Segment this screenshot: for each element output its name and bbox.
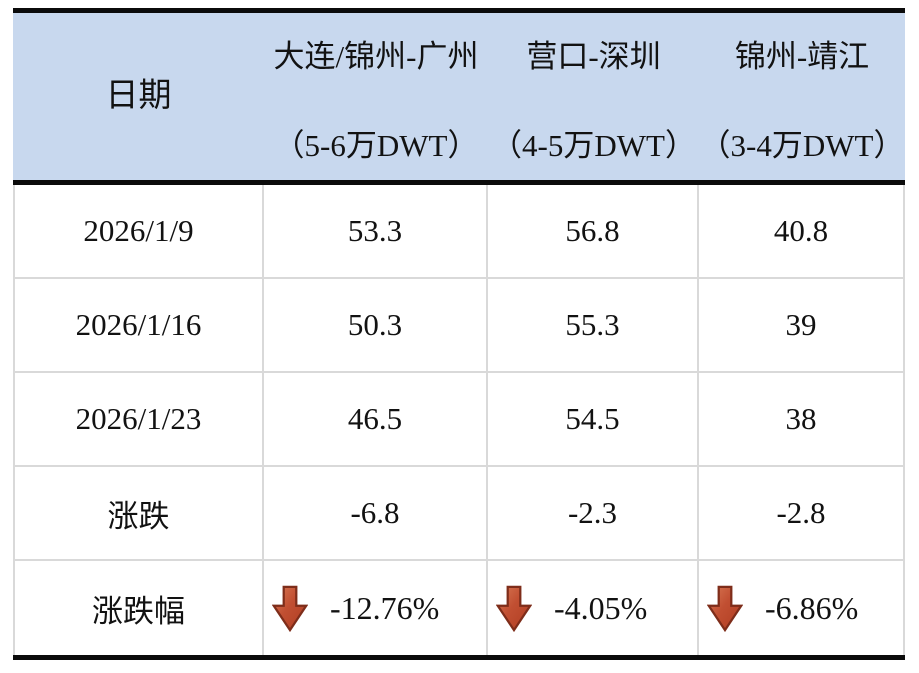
change-value: -2.8 xyxy=(776,495,826,530)
change-percent-value: -4.05% xyxy=(554,589,648,626)
row-label: 2026/1/16 xyxy=(15,279,264,371)
header-date-label: 日期 xyxy=(105,78,172,115)
rate-value: 53.3 xyxy=(264,185,488,277)
rate-value: 39 xyxy=(785,307,817,342)
header-cell-route-dalian-guangzhou: 大连/锦州-广州 （5-6万DWT） xyxy=(264,13,488,180)
header-cell-date: 日期 xyxy=(13,13,264,180)
rate-value: 54.5 xyxy=(488,373,699,465)
table-body: 2026/1/9 53.3 56.8 40.8 2026/1/16 50.3 5… xyxy=(13,185,905,655)
down-arrow-icon xyxy=(272,585,308,632)
change-percent-value: -12.76% xyxy=(330,589,440,626)
rate-value: 40.8 xyxy=(773,213,829,248)
freight-rate-table: 日期 大连/锦州-广州 （5-6万DWT） 营口-深圳 （4-5万DWT） 锦州… xyxy=(13,8,905,660)
row-label: 2026/1/9 xyxy=(15,185,264,277)
row-label: 2026/1/23 xyxy=(15,373,264,465)
route-name: 锦州-靖江 xyxy=(734,39,870,74)
table-row-date-1: 2026/1/9 53.3 56.8 40.8 xyxy=(15,185,903,279)
change-value: -2.3 xyxy=(488,467,699,559)
table-row-date-2: 2026/1/16 50.3 55.3 39 xyxy=(15,279,903,373)
down-arrow-icon xyxy=(707,585,743,632)
route-dwt-range: （4-5万DWT） xyxy=(491,127,696,163)
rate-value: 56.8 xyxy=(488,185,699,277)
table-row-change-percent: 涨跌幅 -12.76% -4.05% -6.86% xyxy=(15,561,903,655)
header-cell-route-yingkou-shenzhen: 营口-深圳 （4-5万DWT） xyxy=(488,13,699,180)
down-arrow-icon xyxy=(496,585,532,632)
route-name: 营口-深圳 xyxy=(526,39,661,74)
change-percent-value: -6.86% xyxy=(765,589,859,626)
table-row-change: 涨跌 -6.8 -2.3 -2.8 xyxy=(15,467,903,561)
change-percent-cell: -6.86% xyxy=(699,561,903,655)
rate-value: 38 xyxy=(785,401,817,436)
table-header-row: 日期 大连/锦州-广州 （5-6万DWT） 营口-深圳 （4-5万DWT） 锦州… xyxy=(13,13,905,185)
route-dwt-range: （3-4万DWT） xyxy=(699,127,905,163)
route-name: 大连/锦州-广州 xyxy=(273,39,479,74)
rate-value: 46.5 xyxy=(264,373,488,465)
route-dwt-range: （5-6万DWT） xyxy=(273,127,479,163)
change-percent-cell: -12.76% xyxy=(264,561,488,655)
change-value: -6.8 xyxy=(264,467,488,559)
header-cell-route-jinzhou-jingjiang: 锦州-靖江 （3-4万DWT） xyxy=(699,13,905,180)
rate-value: 50.3 xyxy=(264,279,488,371)
change-percent-cell: -4.05% xyxy=(488,561,699,655)
row-label: 涨跌幅 xyxy=(15,561,264,655)
table-row-date-3: 2026/1/23 46.5 54.5 38 xyxy=(15,373,903,467)
rate-value: 55.3 xyxy=(488,279,699,371)
row-label: 涨跌 xyxy=(15,467,264,559)
